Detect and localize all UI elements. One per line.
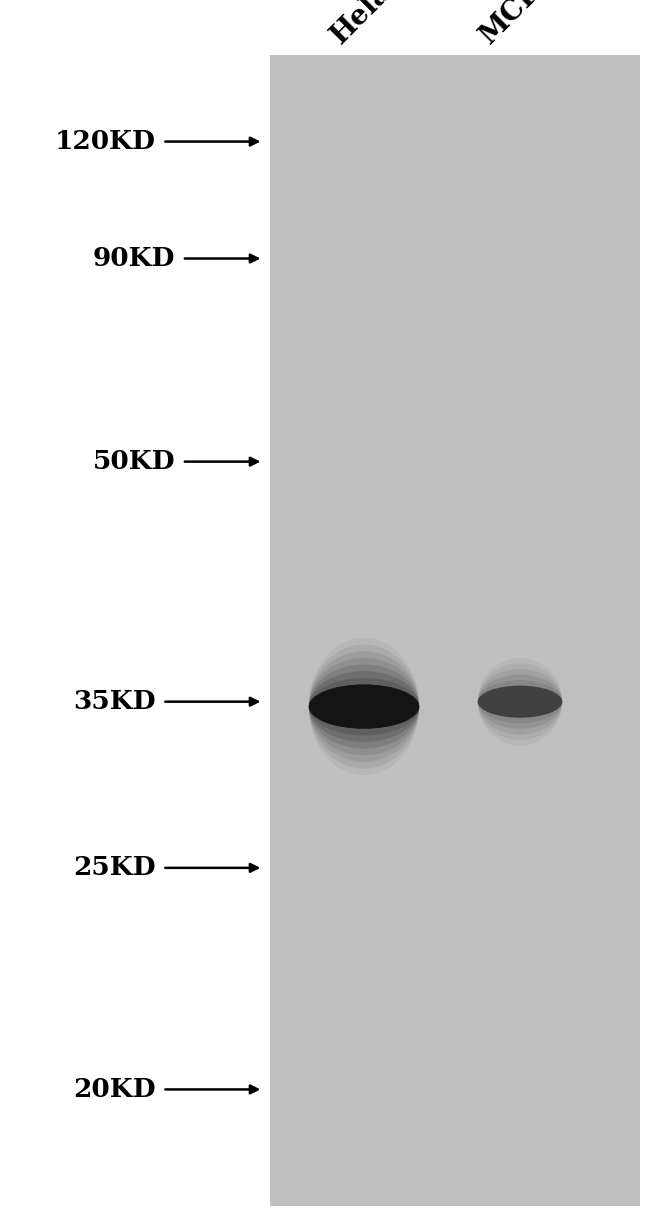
Ellipse shape xyxy=(478,686,562,718)
Text: 20KD: 20KD xyxy=(73,1077,156,1102)
Ellipse shape xyxy=(309,684,419,729)
Ellipse shape xyxy=(478,657,562,746)
Bar xyxy=(270,55,640,1206)
Ellipse shape xyxy=(309,678,419,735)
Text: 90KD: 90KD xyxy=(93,246,176,271)
Text: 25KD: 25KD xyxy=(73,856,156,880)
Ellipse shape xyxy=(478,664,562,740)
Ellipse shape xyxy=(309,671,419,742)
Ellipse shape xyxy=(309,684,419,729)
Ellipse shape xyxy=(478,680,562,724)
Ellipse shape xyxy=(309,665,419,748)
Ellipse shape xyxy=(478,668,562,735)
Ellipse shape xyxy=(309,657,419,756)
Ellipse shape xyxy=(309,638,419,776)
Text: 50KD: 50KD xyxy=(93,449,176,474)
Text: 120KD: 120KD xyxy=(55,129,156,154)
Text: 35KD: 35KD xyxy=(73,689,156,714)
Text: MCF-7: MCF-7 xyxy=(475,0,566,49)
Ellipse shape xyxy=(478,675,562,729)
Ellipse shape xyxy=(478,686,562,718)
Ellipse shape xyxy=(309,645,419,768)
Text: Hela: Hela xyxy=(326,0,396,49)
Ellipse shape xyxy=(309,651,419,762)
